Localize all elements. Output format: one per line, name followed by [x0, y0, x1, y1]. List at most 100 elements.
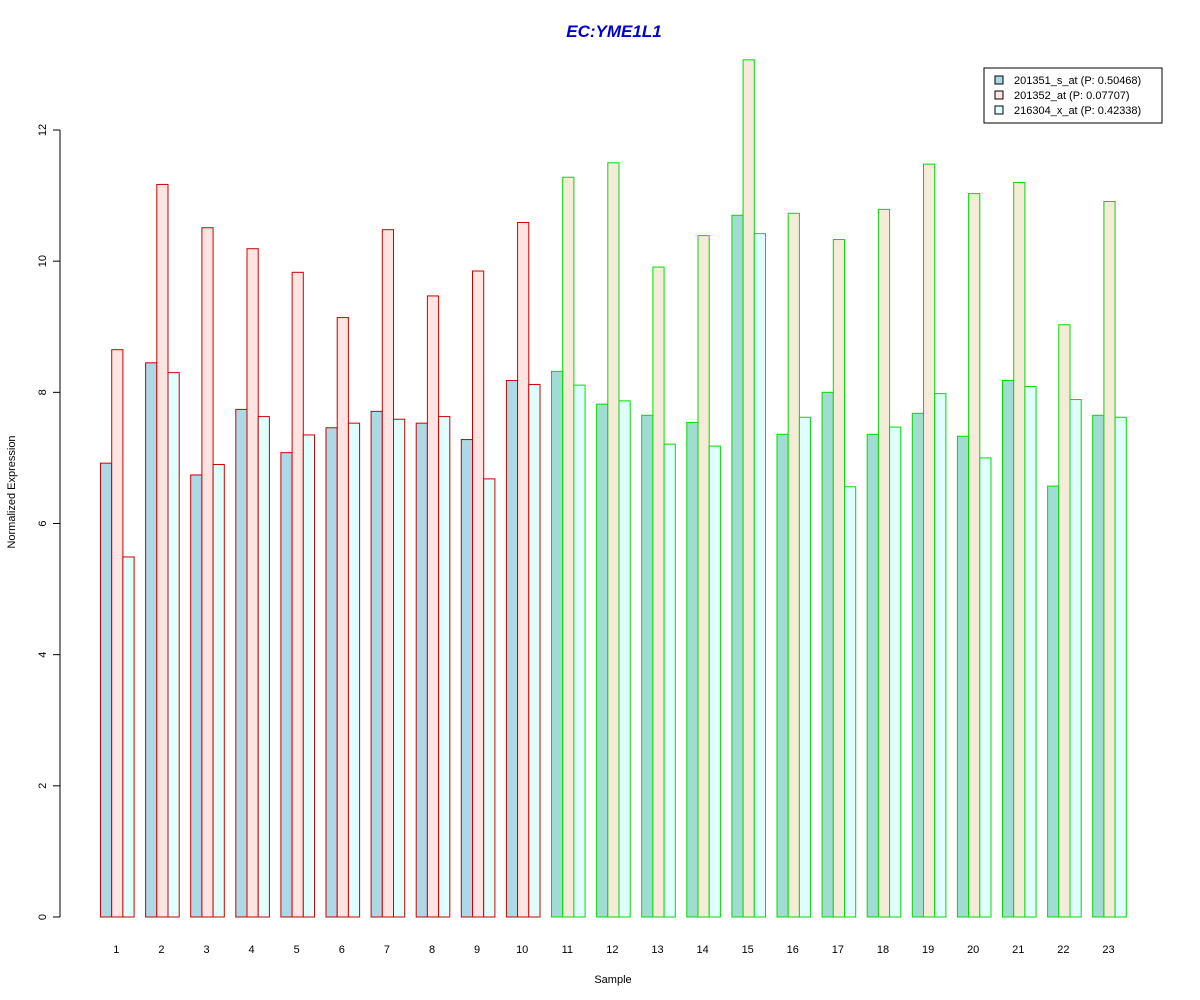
bar-sample-14-series-1 [686, 422, 699, 918]
bar-sample-21-series-3 [1024, 385, 1037, 918]
y-tick-label: 2 [37, 783, 49, 789]
legend-swatch-1 [994, 75, 1004, 85]
legend-box [983, 67, 1163, 124]
bar-sample-17-series-3 [844, 486, 857, 918]
legend: 201351_s_at (P: 0.50468) 201352_at (P: 0.… [983, 67, 1163, 124]
bar-sample-11-series-1 [551, 370, 564, 918]
x-tick-label: 19 [922, 944, 934, 956]
legend-entry-2: 201352_at (P: 0.07707) [1014, 90, 1130, 102]
y-tick-label: 0 [37, 914, 49, 920]
bar-sample-22-series-3 [1069, 399, 1082, 918]
x-tick-label: 17 [832, 944, 844, 956]
x-tick-label: 4 [249, 944, 255, 956]
bar-sample-16-series-3 [798, 416, 812, 918]
bar-sample-1-series-2 [111, 349, 124, 918]
x-tick-label: 6 [339, 944, 345, 956]
bar-sample-10-series-3 [528, 383, 541, 918]
bar-sample-16-series-1 [776, 433, 789, 918]
bar-sample-23-series-3 [1114, 416, 1127, 918]
bars-layer [100, 59, 1127, 918]
legend-entry-1: 201351_s_at (P: 0.50468) [1014, 75, 1141, 87]
bar-sample-13-series-3 [663, 443, 676, 918]
bar-sample-5-series-1 [280, 452, 293, 918]
bar-sample-6-series-1 [325, 427, 338, 918]
bar-sample-12-series-2 [607, 162, 620, 918]
bar-sample-3-series-3 [212, 463, 225, 918]
x-tick-label: 12 [606, 944, 618, 956]
chart-title: EC:YME1L1 [566, 22, 661, 41]
bar-sample-20-series-2 [968, 193, 981, 918]
bar-sample-18-series-3 [889, 426, 902, 918]
bar-sample-21-series-1 [1002, 380, 1015, 918]
bar-sample-21-series-2 [1013, 181, 1026, 918]
bar-sample-3-series-2 [201, 227, 214, 918]
bar-sample-2-series-2 [156, 183, 169, 918]
bar-sample-8-series-2 [426, 295, 440, 918]
x-tick-label: 10 [516, 944, 528, 956]
bar-sample-23-series-1 [1092, 414, 1105, 918]
x-tick-label: 5 [294, 944, 300, 956]
bar-sample-7-series-2 [381, 229, 394, 918]
bar-sample-8-series-1 [415, 422, 428, 918]
bar-sample-22-series-1 [1047, 485, 1060, 918]
y-tick-label: 10 [37, 255, 49, 267]
bar-sample-6-series-2 [336, 317, 349, 918]
x-tick-label: 1 [113, 944, 119, 956]
bar-sample-23-series-2 [1103, 200, 1116, 918]
bar-sample-15-series-3 [753, 233, 766, 918]
bar-sample-7-series-3 [393, 418, 406, 918]
bar-sample-19-series-2 [923, 163, 936, 918]
bar-sample-20-series-1 [956, 435, 970, 918]
x-tick-label: 21 [1012, 944, 1024, 956]
y-tick-label: 12 [37, 124, 49, 136]
bar-sample-20-series-3 [979, 457, 992, 918]
bar-sample-1-series-1 [100, 462, 113, 918]
bar-sample-22-series-2 [1058, 324, 1071, 918]
bar-sample-10-series-1 [505, 380, 519, 918]
legend-swatch-3 [994, 105, 1004, 115]
y-axis: 0 2 4 6 8 10 12 [37, 124, 61, 920]
x-tick-label: 2 [158, 944, 164, 956]
bar-sample-4-series-3 [257, 416, 270, 918]
bar-sample-14-series-3 [708, 445, 721, 918]
bar-sample-6-series-3 [347, 422, 361, 918]
x-tick-label: 16 [787, 944, 799, 956]
bar-sample-11-series-2 [562, 176, 575, 918]
x-tick-label: 8 [429, 944, 435, 956]
legend-swatch-2 [994, 90, 1004, 100]
y-tick-label: 4 [37, 652, 49, 658]
bar-sample-10-series-2 [517, 221, 530, 918]
bar-sample-18-series-1 [866, 433, 879, 918]
x-tick-label: 15 [742, 944, 754, 956]
bar-sample-8-series-3 [438, 416, 451, 918]
x-tick-label: 18 [877, 944, 889, 956]
bar-sample-9-series-3 [483, 478, 496, 918]
bar-sample-1-series-3 [122, 556, 135, 918]
bar-sample-13-series-1 [641, 414, 654, 918]
bar-sample-15-series-1 [731, 214, 744, 918]
legend-entry-3: 216304_x_at (P: 0.42338) [1014, 105, 1141, 117]
bar-sample-13-series-2 [652, 266, 665, 918]
bar-sample-9-series-2 [472, 270, 485, 918]
bar-sample-11-series-3 [573, 384, 586, 918]
x-tick-label: 20 [967, 944, 979, 956]
x-tick-label: 3 [203, 944, 209, 956]
bar-sample-4-series-2 [246, 248, 259, 918]
bar-sample-2-series-1 [145, 362, 158, 918]
bar-sample-19-series-3 [934, 393, 947, 918]
bar-sample-19-series-1 [911, 412, 924, 918]
bar-sample-7-series-1 [370, 410, 383, 918]
bar-sample-17-series-2 [832, 239, 845, 918]
bar-sample-12-series-1 [596, 403, 609, 918]
x-tick-label: 23 [1102, 944, 1114, 956]
bar-sample-12-series-3 [618, 400, 631, 918]
x-tick-label: 22 [1057, 944, 1069, 956]
x-tick-label: 9 [474, 944, 480, 956]
bar-sample-5-series-2 [291, 271, 304, 918]
y-axis-label: Normalized Expression [6, 435, 18, 548]
bar-sample-14-series-2 [697, 235, 710, 918]
bar-sample-4-series-1 [235, 408, 248, 918]
bar-sample-17-series-1 [821, 391, 834, 918]
x-tick-label: 7 [384, 944, 390, 956]
